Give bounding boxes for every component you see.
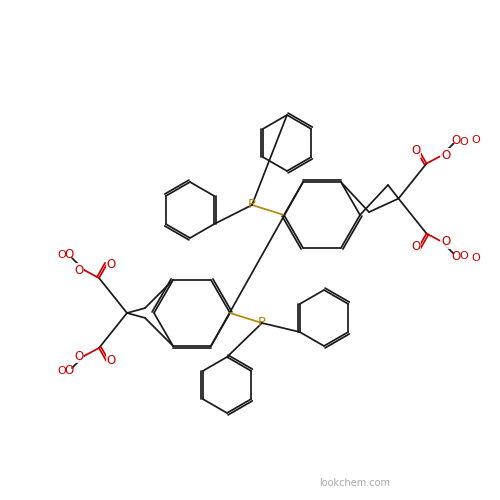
Text: O: O: [64, 248, 74, 262]
Text: O: O: [459, 136, 468, 146]
Text: O: O: [459, 250, 468, 260]
Text: O: O: [452, 250, 461, 263]
Text: O: O: [106, 258, 116, 272]
Text: lookchem.com: lookchem.com: [319, 478, 390, 488]
Text: O: O: [411, 240, 420, 253]
Text: O: O: [441, 149, 450, 162]
Text: O: O: [471, 252, 480, 262]
Text: P: P: [248, 198, 256, 211]
Text: O: O: [58, 366, 66, 376]
Text: O: O: [441, 235, 450, 248]
Text: O: O: [74, 264, 84, 276]
Text: O: O: [106, 354, 116, 368]
Text: O: O: [411, 144, 420, 157]
Text: P: P: [258, 316, 266, 330]
Text: O: O: [452, 134, 461, 147]
Text: O: O: [64, 364, 74, 378]
Text: O: O: [471, 134, 480, 144]
Text: O: O: [58, 250, 66, 260]
Text: O: O: [74, 350, 84, 362]
